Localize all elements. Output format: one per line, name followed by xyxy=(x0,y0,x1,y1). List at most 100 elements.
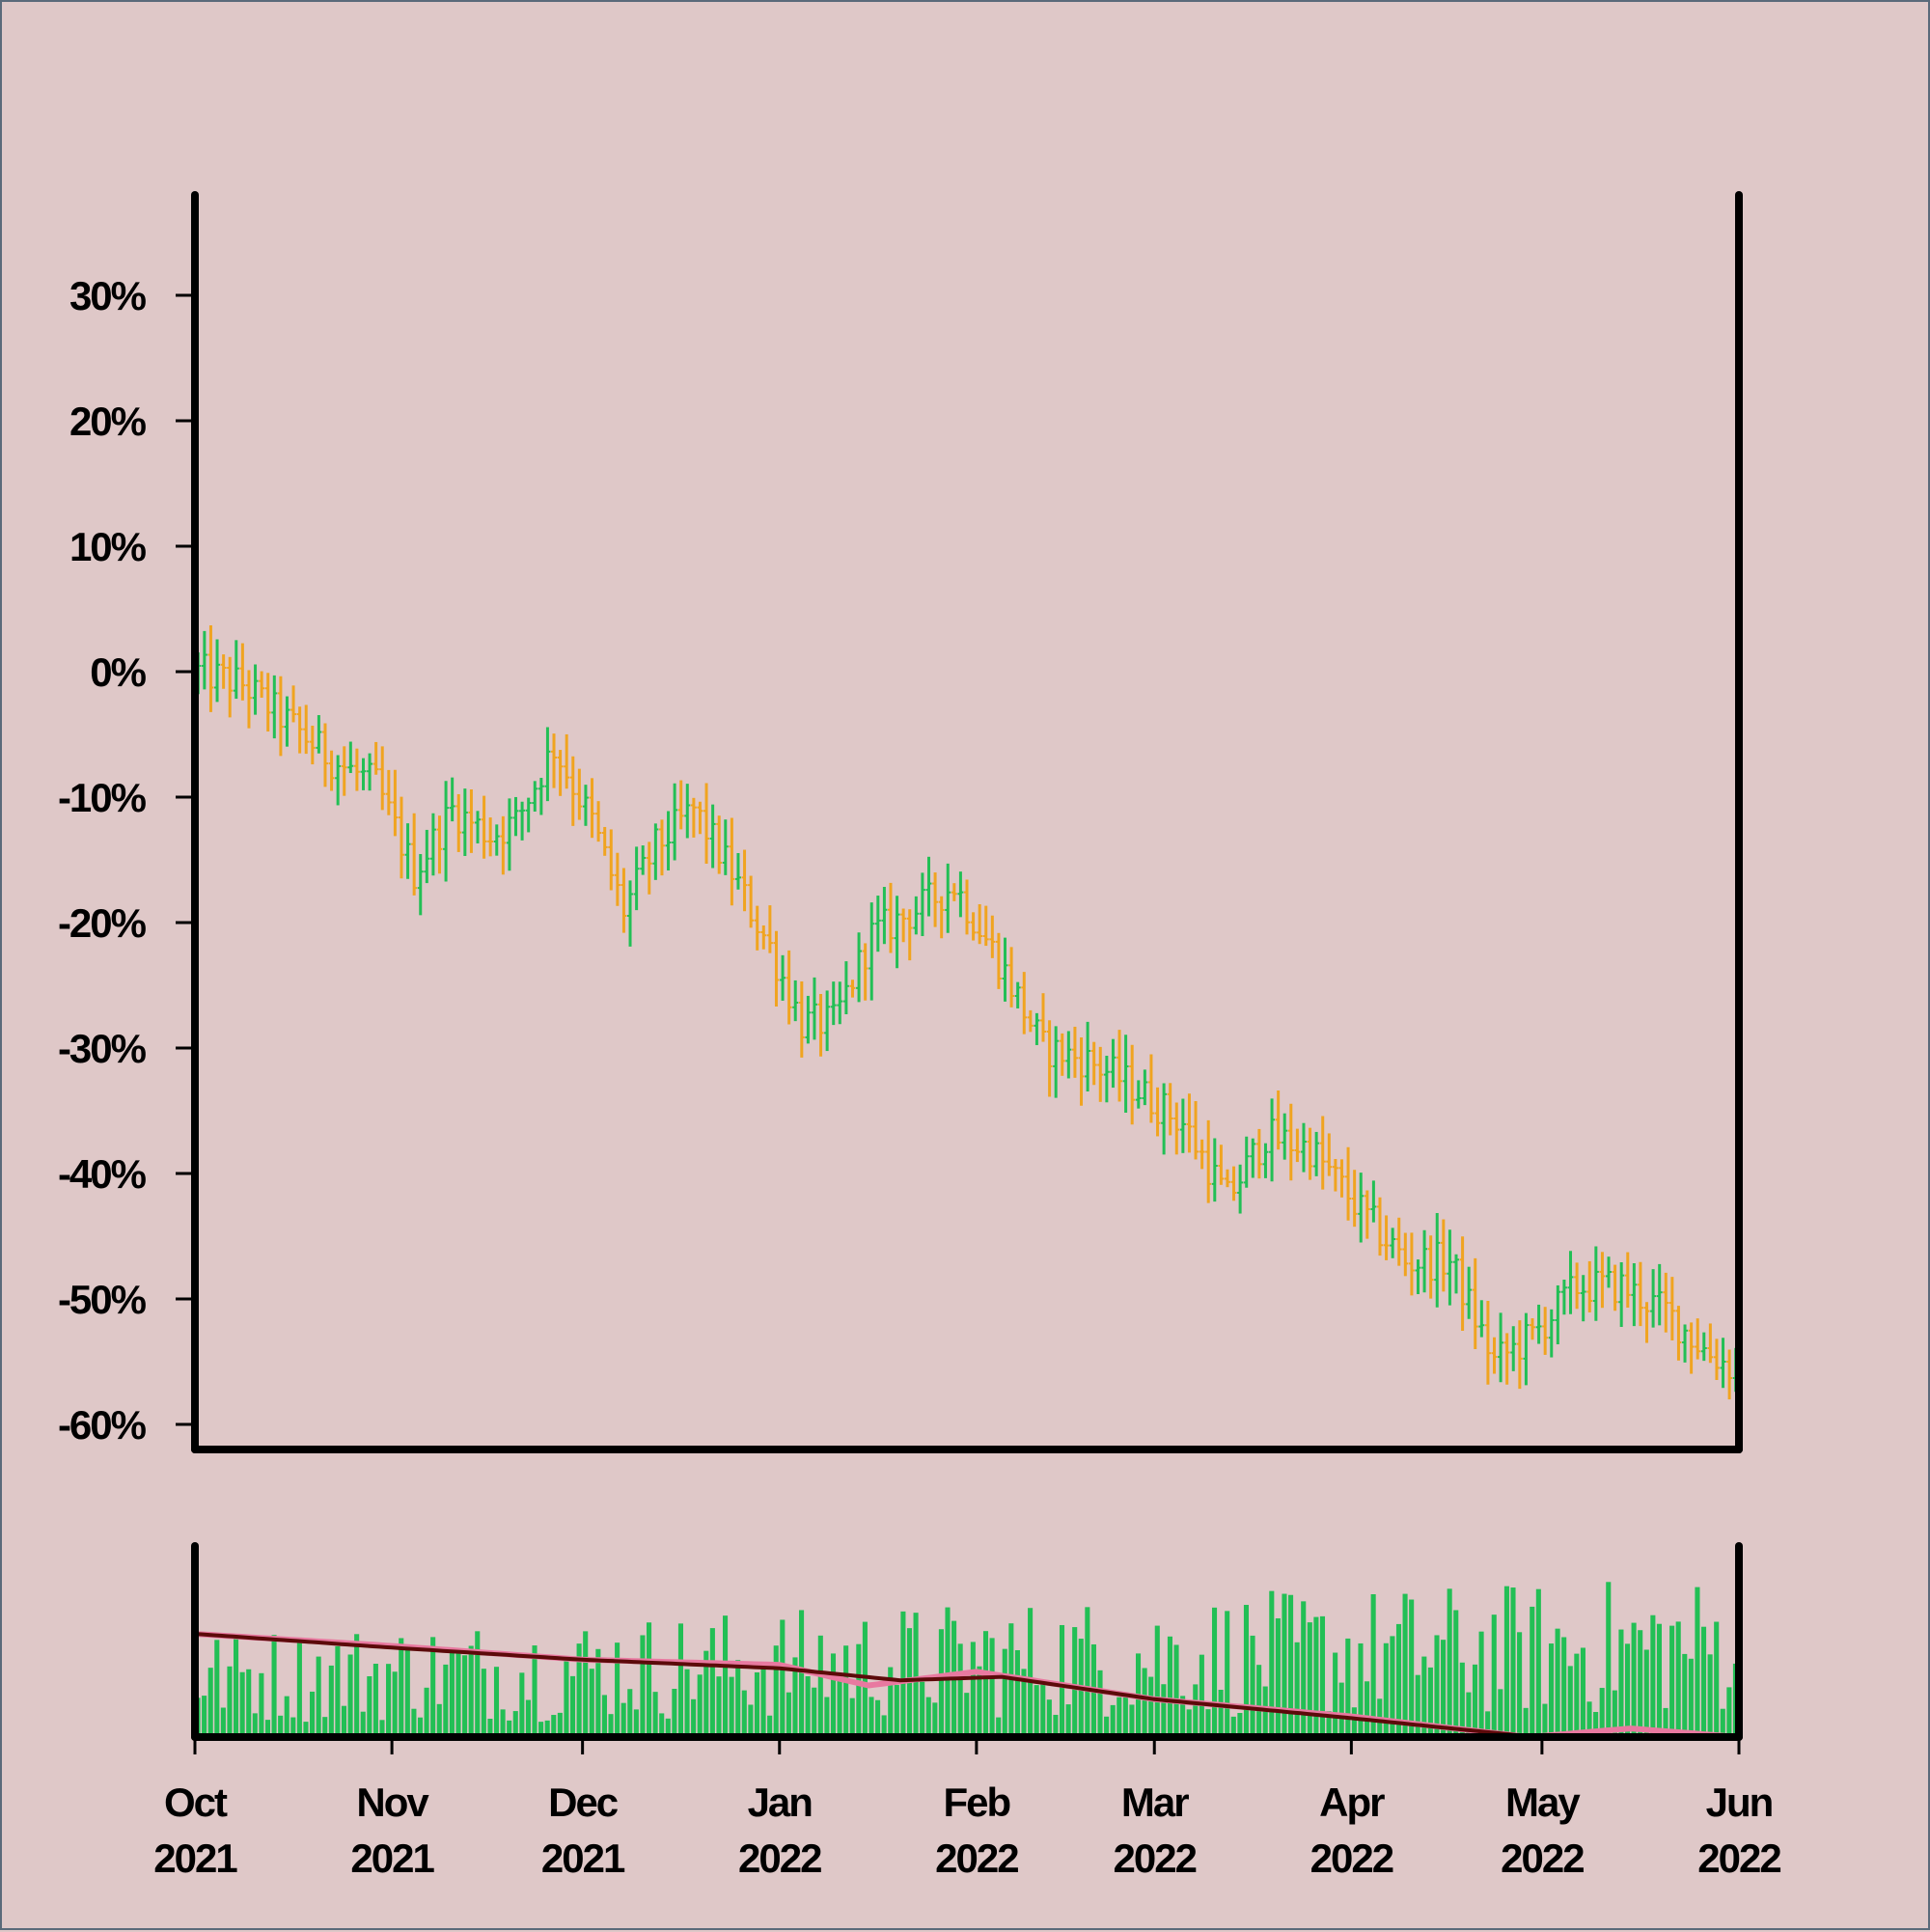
volume-bar xyxy=(234,1634,239,1737)
volume-bar xyxy=(977,1666,982,1737)
volume-bar xyxy=(1180,1696,1186,1737)
volume-bar xyxy=(1643,1649,1649,1737)
volume-bar xyxy=(303,1722,309,1737)
volume-bar xyxy=(684,1669,690,1737)
volume-bar xyxy=(557,1712,563,1737)
volume-bar xyxy=(1129,1704,1135,1737)
volume-bar xyxy=(754,1671,760,1737)
volume-bar xyxy=(1034,1685,1039,1737)
volume-bar xyxy=(691,1698,697,1737)
volume-bar xyxy=(246,1669,252,1737)
volume-bar xyxy=(767,1715,773,1737)
volume-bar xyxy=(989,1638,995,1737)
x-tick-label-month: Apr xyxy=(1319,1780,1385,1825)
volume-bar xyxy=(1542,1703,1548,1737)
volume-bar xyxy=(1237,1713,1243,1737)
volume-bar xyxy=(1606,1582,1612,1737)
volume-bar xyxy=(627,1689,633,1737)
volume-bar xyxy=(443,1664,449,1737)
volume-bar xyxy=(741,1690,747,1737)
volume-bar xyxy=(1085,1607,1090,1737)
volume-bar xyxy=(1186,1709,1192,1737)
x-tick-label-year: 2022 xyxy=(1114,1835,1197,1881)
volume-bar xyxy=(1402,1593,1408,1737)
volume-bar xyxy=(677,1623,683,1737)
x-tick-label-month: Mar xyxy=(1121,1780,1189,1825)
volume-bar xyxy=(335,1645,341,1737)
volume-bar xyxy=(881,1715,887,1737)
volume-bar xyxy=(1714,1621,1720,1737)
volume-bar xyxy=(569,1675,576,1737)
x-tick-label-year: 2022 xyxy=(1310,1835,1393,1881)
volume-bar xyxy=(703,1650,709,1737)
volume-bar xyxy=(1466,1692,1472,1737)
volume-bar xyxy=(1688,1658,1694,1737)
volume-bar xyxy=(830,1653,837,1737)
volume-bar xyxy=(399,1638,404,1737)
volume-bar xyxy=(1663,1707,1668,1737)
volume-bar xyxy=(1434,1635,1440,1737)
volume-bar xyxy=(888,1667,894,1737)
volume-bar xyxy=(716,1676,722,1737)
y-tick-label: 20% xyxy=(69,399,147,444)
volume-bar xyxy=(576,1643,582,1737)
volume-bar xyxy=(316,1656,321,1737)
volume-bar xyxy=(271,1635,277,1737)
volume-bar xyxy=(1173,1644,1179,1737)
volume-bar xyxy=(424,1687,429,1737)
volume-bar xyxy=(1269,1590,1275,1737)
volume-bar xyxy=(925,1697,931,1737)
volume-bar xyxy=(1415,1674,1420,1737)
volume-bar xyxy=(1395,1623,1402,1737)
volume-bar xyxy=(786,1692,791,1737)
volume-bar xyxy=(1707,1654,1713,1737)
volume-bar xyxy=(347,1654,353,1737)
volume-bar xyxy=(709,1628,715,1737)
volume-bar xyxy=(1059,1624,1065,1737)
volume-bar xyxy=(996,1717,1002,1737)
x-tick-label-year: 2022 xyxy=(1501,1835,1584,1881)
volume-bar xyxy=(1345,1638,1351,1737)
volume-bar xyxy=(1390,1636,1395,1737)
volume-bar xyxy=(493,1667,500,1737)
volume-bar xyxy=(633,1709,639,1737)
volume-bar xyxy=(1523,1707,1529,1737)
volume-bar xyxy=(1028,1608,1034,1737)
volume-bar xyxy=(748,1704,754,1737)
volume-bar xyxy=(1307,1622,1312,1737)
volume-bar xyxy=(1104,1716,1110,1737)
volume-bar xyxy=(1230,1716,1236,1737)
volume-bar xyxy=(1650,1615,1656,1737)
volume-bar xyxy=(354,1634,360,1737)
volume-bar xyxy=(1161,1684,1167,1737)
volume-bar xyxy=(1097,1670,1103,1737)
y-tick-label: -60% xyxy=(58,1402,147,1448)
volume-bar xyxy=(1441,1640,1447,1737)
volume-bar xyxy=(1675,1621,1681,1737)
volume-bar xyxy=(729,1676,734,1737)
volume-bar xyxy=(551,1715,557,1737)
volume-bar xyxy=(310,1691,316,1737)
volume-bar xyxy=(1282,1593,1287,1737)
x-tick-label-month: Nov xyxy=(356,1780,429,1825)
volume-bar xyxy=(1700,1626,1707,1737)
volume-bar xyxy=(1218,1689,1224,1737)
volume-bar xyxy=(512,1711,518,1737)
volume-bar xyxy=(1333,1652,1338,1737)
y-tick-label: 0% xyxy=(90,649,146,695)
volume-bar xyxy=(220,1707,226,1737)
volume-bar xyxy=(1409,1599,1415,1737)
volume-bar xyxy=(640,1635,646,1737)
y-tick-label: -10% xyxy=(58,775,147,820)
volume-bar xyxy=(1638,1630,1643,1737)
volume-bar xyxy=(620,1702,626,1737)
volume-bar xyxy=(1167,1636,1172,1737)
volume-bar xyxy=(455,1653,461,1737)
volume-bar xyxy=(525,1699,531,1737)
volume-bar xyxy=(1199,1654,1204,1737)
volume-bar xyxy=(1503,1586,1509,1737)
volume-bar xyxy=(1002,1648,1007,1737)
volume-bar xyxy=(773,1645,779,1737)
volume-bar xyxy=(1535,1588,1541,1737)
volume-bar xyxy=(1485,1711,1491,1737)
